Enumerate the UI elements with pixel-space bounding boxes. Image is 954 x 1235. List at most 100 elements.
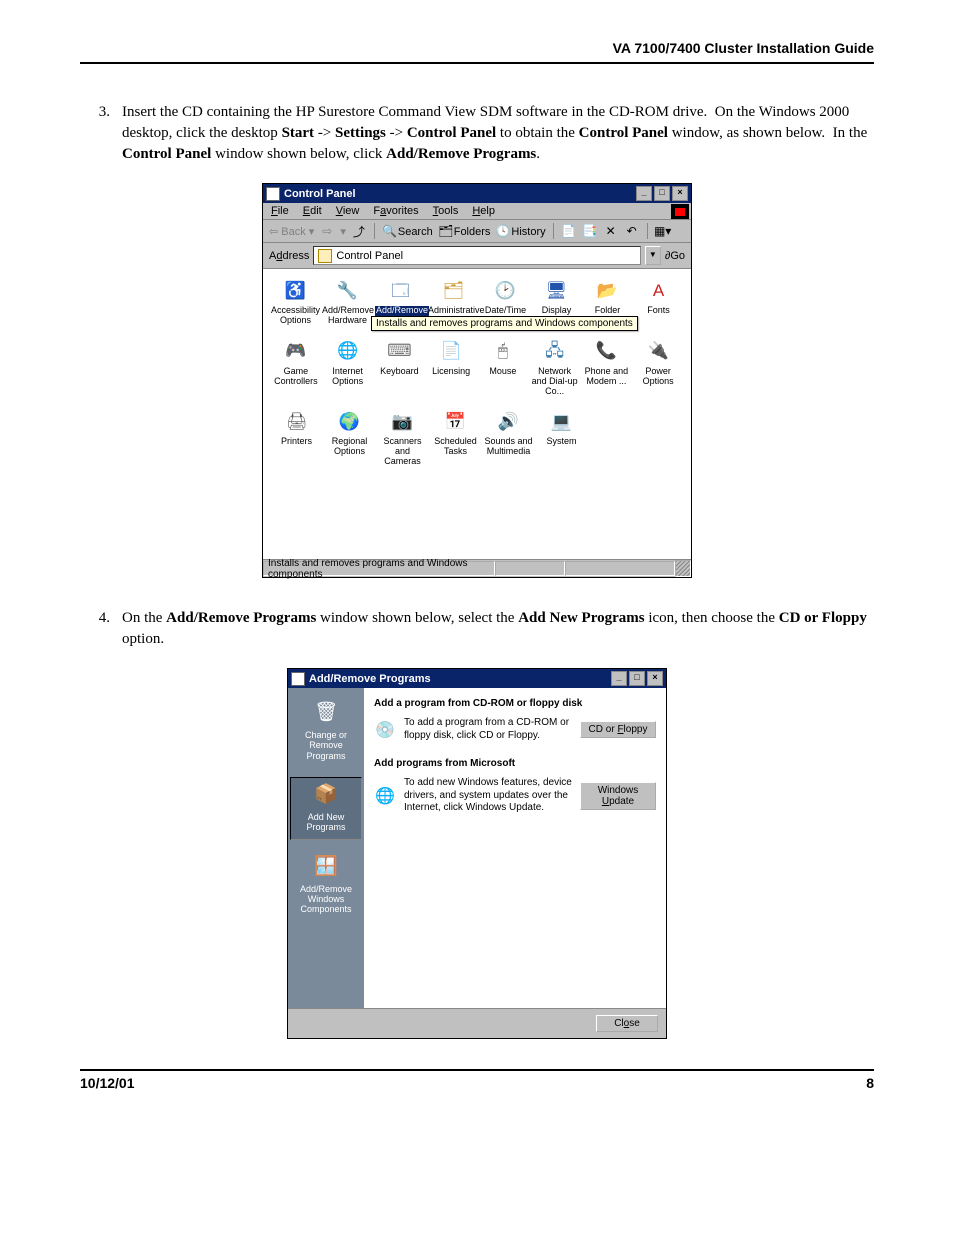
cp-icon-add-remove-hardware[interactable]: 🔧Add/Remove Hardware	[322, 279, 373, 326]
resize-grip[interactable]	[675, 560, 691, 577]
cp-addressbar: Address Control Panel ▼ ∂Go	[263, 243, 691, 269]
undo-icon[interactable]: ↶	[624, 223, 640, 239]
cp-icon-accessibility-options[interactable]: ♿ Accessibility Options	[271, 279, 320, 326]
status-text: Installs and removes programs and Window…	[263, 561, 495, 576]
app-icon: 💻	[548, 410, 576, 434]
arp-close-button[interactable]: ×	[647, 671, 663, 686]
address-value: Control Panel	[336, 250, 403, 262]
cp-iconpane: ♿ Accessibility Options🔧Add/Remove Hardwa…	[263, 269, 691, 559]
cp-icon-scheduled-tasks[interactable]: 📅Scheduled Tasks	[430, 410, 481, 467]
sidebar-icon: 📦	[311, 782, 341, 808]
folders-button[interactable]: 🗂Folders	[438, 223, 491, 239]
app-icon: 🖧	[541, 340, 569, 364]
arp-title-icon	[291, 672, 305, 686]
control-panel-window: Control Panel _ □ × File Edit View Favor…	[262, 183, 692, 578]
cp-icon-system[interactable]: 💻System	[536, 410, 587, 467]
menu-help[interactable]: Help	[472, 205, 495, 217]
step-4: 4. On the Add/Remove Programs window sho…	[80, 608, 874, 650]
app-icon: 📞	[592, 340, 620, 364]
app-label: Date/Time	[481, 306, 530, 316]
windows-update-button[interactable]: Windows Update	[580, 782, 656, 810]
cp-icon-printers[interactable]: 🖨Printers	[271, 410, 322, 467]
copyto-icon[interactable]: 📑	[582, 223, 598, 239]
arp-bottom: Close	[288, 1008, 666, 1038]
app-icon: 🎮	[282, 340, 310, 364]
menu-edit[interactable]: Edit	[303, 205, 322, 217]
cp-icon-internet-options[interactable]: 🌐 Internet Options	[323, 340, 373, 397]
minimize-button[interactable]: _	[636, 186, 652, 201]
cp-tooltip: Installs and removes programs and Window…	[371, 316, 638, 331]
cp-title: Control Panel	[284, 188, 636, 200]
app-icon: 📅	[442, 410, 470, 434]
header-title: VA 7100/7400 Cluster Installation Guide	[80, 40, 874, 62]
search-button[interactable]: 🔍Search	[382, 223, 433, 239]
app-label: Administrative	[428, 306, 479, 316]
cp-icon-phone-and-modem[interactable]: 📞 Phone and Modem ...	[582, 340, 632, 397]
app-label: Phone and Modem ...	[582, 367, 632, 387]
app-icon: 📄	[437, 340, 465, 364]
arp-left-add-remove-windows-components[interactable]: 🪟Add/Remove Windows Components	[290, 850, 362, 921]
cp-icon-fonts[interactable]: AFonts	[634, 279, 683, 326]
cd-or-floppy-button[interactable]: CD or Floppy	[580, 721, 656, 738]
close-button-arp[interactable]: Close	[596, 1015, 658, 1032]
forward-dd[interactable]: ▾	[340, 225, 346, 238]
sidebar-label: Add/Remove Windows Components	[292, 884, 360, 915]
up-button[interactable]: ⤴	[351, 223, 367, 239]
step-4-number: 4.	[80, 608, 122, 650]
cp-icon-power-options[interactable]: 🔌Power Options	[633, 340, 683, 397]
app-label: Accessibility Options	[271, 306, 320, 326]
arp-left-add-new-programs[interactable]: 📦Add New Programs	[290, 777, 362, 840]
cp-icon-network-and-dial-up-co[interactable]: 🖧Network and Dial-up Co...	[530, 340, 580, 397]
cp-statusbar: Installs and removes programs and Window…	[263, 559, 691, 577]
history-button[interactable]: 🕓History	[495, 223, 545, 239]
menu-file[interactable]: File	[271, 205, 289, 217]
arp-minimize-button[interactable]: _	[611, 671, 627, 686]
app-icon: 🖥	[543, 279, 571, 303]
cp-toolbar: ⇦ Back ▾ ⇨ ▾ ⤴ 🔍Search 🗂Folders 🕓History…	[263, 220, 691, 243]
header-rule	[80, 62, 874, 64]
app-icon: 🖨	[283, 410, 311, 434]
back-button[interactable]: ⇦ Back ▾	[269, 225, 314, 238]
footer-page: 8	[866, 1075, 874, 1091]
arp-section-cd: Add a program from CD-ROM or floppy disk…	[374, 698, 656, 742]
forward-button[interactable]: ⇨	[319, 223, 335, 239]
app-label: Scanners and Cameras	[377, 437, 428, 467]
cp-icon-game-controllers[interactable]: 🎮Game Controllers	[271, 340, 321, 397]
go-button[interactable]: ∂Go	[665, 250, 685, 262]
menu-tools[interactable]: Tools	[433, 205, 459, 217]
close-button[interactable]: ×	[672, 186, 688, 201]
delete-icon[interactable]: ✕	[603, 223, 619, 239]
views-icon[interactable]: ▦▾	[655, 223, 671, 239]
step-3-number: 3.	[80, 102, 122, 165]
cp-icon-regional-options[interactable]: 🌍Regional Options	[324, 410, 375, 467]
app-icon: 🌐	[334, 340, 362, 364]
app-label: Display	[532, 306, 581, 316]
cp-icon-keyboard[interactable]: ⌨Keyboard	[375, 340, 425, 397]
app-icon: 🗂	[440, 279, 468, 303]
arp-maximize-button[interactable]: □	[629, 671, 645, 686]
cp-icon-licensing[interactable]: 📄Licensing	[426, 340, 476, 397]
status-right	[565, 561, 675, 576]
step-4-text: On the Add/Remove Programs window shown …	[122, 608, 874, 650]
cp-icon-mouse[interactable]: 🖱Mouse	[478, 340, 528, 397]
brand-flag-icon	[671, 204, 689, 219]
status-mid	[495, 561, 565, 576]
app-label: Internet Options	[323, 367, 373, 387]
arp-left-change-or-remove-programs[interactable]: 🗑Change or Remove Programs	[290, 696, 362, 767]
app-icon: ♿	[282, 279, 310, 303]
cp-menubar: File Edit View Favorites Tools Help	[263, 203, 691, 220]
menu-favorites[interactable]: Favorites	[373, 205, 418, 217]
arp-title: Add/Remove Programs	[309, 673, 611, 685]
address-input[interactable]: Control Panel	[313, 246, 641, 265]
menu-view[interactable]: View	[336, 205, 360, 217]
address-dropdown[interactable]: ▼	[645, 246, 661, 265]
moveto-icon[interactable]: 📄	[561, 223, 577, 239]
app-icon: 🔌	[644, 340, 672, 364]
arp-sidebar: 🗑Change or Remove Programs 📦Add New Progr…	[288, 688, 364, 1008]
arp-window: Add/Remove Programs _ □ × 🗑Change or Rem…	[287, 668, 667, 1039]
cp-icon-scanners-and-cameras[interactable]: 📷Scanners and Cameras	[377, 410, 428, 467]
arp-sec2-text: To add new Windows features, device driv…	[404, 777, 572, 815]
maximize-button[interactable]: □	[654, 186, 670, 201]
app-icon: 🖱	[489, 340, 517, 364]
cp-icon-sounds-and-multimedia[interactable]: 🔊Sounds and Multimedia	[483, 410, 534, 467]
